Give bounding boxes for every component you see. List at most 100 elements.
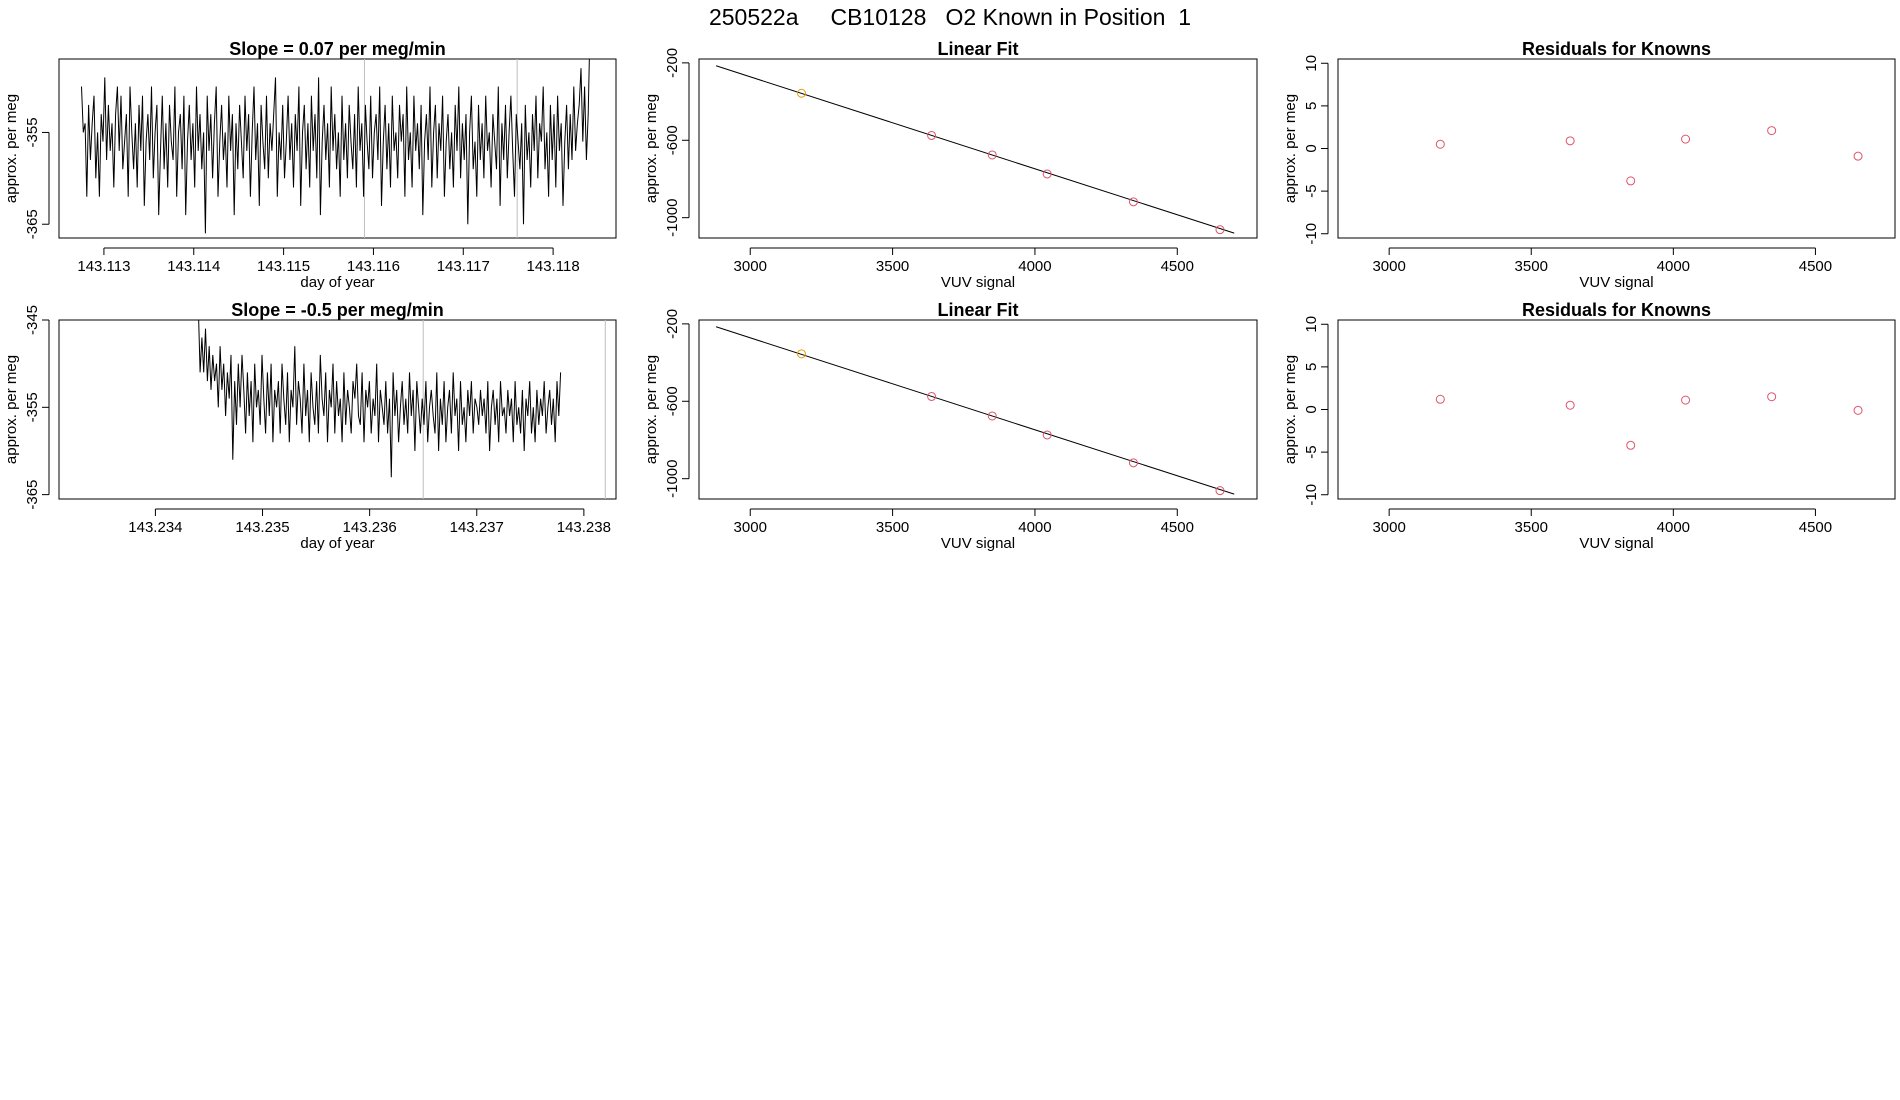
- data-point: [1565, 136, 1575, 146]
- data-point: [1042, 169, 1052, 179]
- y-tick-label: -355: [24, 392, 41, 422]
- data-point: [927, 391, 937, 401]
- x-tick-label: 143.116: [347, 258, 400, 275]
- data-point: [987, 411, 997, 421]
- data-point: [1435, 394, 1445, 404]
- x-tick-label: 143.237: [450, 519, 504, 536]
- y-tick-label: -1000: [664, 459, 681, 497]
- x-tick-label: 143.117: [437, 258, 490, 275]
- chart-panel-fit-top: Linear Fit 3000 3500 4000 4500 VUV signal -100…: [643, 39, 1258, 291]
- plot-frame: [58, 58, 617, 239]
- data-point: [796, 349, 806, 359]
- y-tick-label: -200: [664, 48, 681, 78]
- y-tick-label: -600: [664, 386, 681, 416]
- x-axis-label: day of year: [300, 274, 374, 291]
- data-point: [1215, 225, 1225, 235]
- y-axis-label: approx. per meg: [3, 355, 20, 464]
- plot-area: [1435, 126, 1863, 186]
- x-tick-label: 4500: [1799, 258, 1832, 275]
- plot-title: Residuals for Knowns: [1522, 39, 1711, 59]
- y-axis-label: approx. per meg: [643, 94, 660, 203]
- x-tick-label: 3500: [876, 519, 909, 536]
- x-tick-label: 4500: [1161, 258, 1194, 275]
- plot-area: [81, 59, 590, 238]
- x-tick-label: 3500: [876, 258, 909, 275]
- data-point: [1853, 151, 1863, 161]
- plot-frame: [58, 319, 617, 500]
- x-tick-label: 143.236: [343, 519, 397, 536]
- page-title: 250522a CB10128 O2 Known in Position 1: [708, 4, 1192, 30]
- plot-title: Slope = -0.5 per meg/min: [231, 300, 444, 320]
- y-tick-label: 10: [1303, 316, 1320, 333]
- plot-title: Residuals for Knowns: [1522, 300, 1711, 320]
- x-axis-label: VUV signal: [941, 535, 1015, 552]
- chart-panel-drift-top: Slope = 0.07 per meg/min 143.113 143.114 14…: [3, 39, 617, 291]
- plot-title: Linear Fit: [937, 39, 1018, 59]
- chart-panel-resid-top: Residuals for Knowns 3000 3500 4000 4500 VUV …: [1282, 39, 1896, 291]
- x-tick-label: 3500: [1515, 258, 1548, 275]
- x-tick-label: 4500: [1799, 519, 1832, 536]
- data-point: [1042, 430, 1052, 440]
- y-tick-label: 0: [1303, 144, 1320, 152]
- x-tick-label: 143.115: [257, 258, 310, 275]
- plot-area: [715, 326, 1235, 496]
- data-point: [1767, 126, 1777, 136]
- y-tick-label: -200: [664, 309, 681, 339]
- plot-title: Linear Fit: [937, 300, 1018, 320]
- plot-title: Slope = 0.07 per meg/min: [229, 39, 446, 59]
- x-axis-label: VUV signal: [941, 274, 1015, 291]
- y-tick-label: -345: [24, 305, 41, 335]
- fit-line: [715, 65, 1235, 234]
- plot-area: [715, 65, 1235, 235]
- x-tick-label: 143.238: [557, 519, 611, 536]
- data-series-line: [81, 59, 590, 234]
- x-tick-label: 3000: [1372, 258, 1405, 275]
- data-point: [1767, 392, 1777, 402]
- data-point: [1435, 139, 1445, 149]
- chart-panel-resid-bottom: Residuals for Knowns 3000 3500 4000 4500 VUV …: [1282, 300, 1896, 552]
- plot-area: [198, 320, 606, 499]
- x-tick-label: 4000: [1018, 519, 1051, 536]
- x-tick-label: 143.118: [527, 258, 580, 275]
- data-point: [927, 130, 937, 140]
- y-tick-label: -365: [24, 480, 41, 510]
- x-tick-label: 3000: [734, 258, 767, 275]
- plot-frame: [1337, 319, 1896, 500]
- y-tick-label: 10: [1303, 55, 1320, 72]
- y-tick-label: 0: [1303, 405, 1320, 413]
- data-point: [1626, 176, 1636, 186]
- x-tick-label: 143.234: [128, 519, 182, 536]
- x-tick-label: 143.235: [235, 519, 289, 536]
- data-series-line: [198, 320, 562, 478]
- x-tick-label: 4000: [1657, 519, 1690, 536]
- y-tick-label: -10: [1303, 484, 1320, 506]
- data-point: [1626, 440, 1636, 450]
- y-axis-label: approx. per meg: [1282, 94, 1299, 203]
- x-tick-label: 143.114: [167, 258, 220, 275]
- plot-frame: [698, 58, 1258, 239]
- y-axis-label: approx. per meg: [3, 94, 20, 203]
- data-point: [1853, 405, 1863, 415]
- fit-line: [715, 326, 1235, 495]
- x-tick-label: 4000: [1018, 258, 1051, 275]
- x-axis-label: VUV signal: [1579, 535, 1653, 552]
- data-point: [796, 88, 806, 98]
- data-point: [1215, 486, 1225, 496]
- x-tick-label: 3000: [734, 519, 767, 536]
- data-point: [1565, 400, 1575, 410]
- data-point: [987, 150, 997, 160]
- x-axis-label: VUV signal: [1579, 274, 1653, 291]
- chart-panel-drift-bottom: Slope = -0.5 per meg/min 143.234 143.235 14…: [3, 300, 617, 552]
- y-tick-label: 5: [1303, 102, 1320, 110]
- y-tick-label: 5: [1303, 363, 1320, 371]
- data-point: [1681, 134, 1691, 144]
- x-tick-label: 3500: [1515, 519, 1548, 536]
- y-axis-label: approx. per meg: [1282, 355, 1299, 464]
- x-axis-label: day of year: [300, 535, 374, 552]
- data-point: [1128, 197, 1138, 207]
- y-axis-label: approx. per meg: [643, 355, 660, 464]
- plot-frame: [1337, 58, 1896, 239]
- x-tick-label: 143.113: [77, 258, 130, 275]
- x-tick-label: 4000: [1657, 258, 1690, 275]
